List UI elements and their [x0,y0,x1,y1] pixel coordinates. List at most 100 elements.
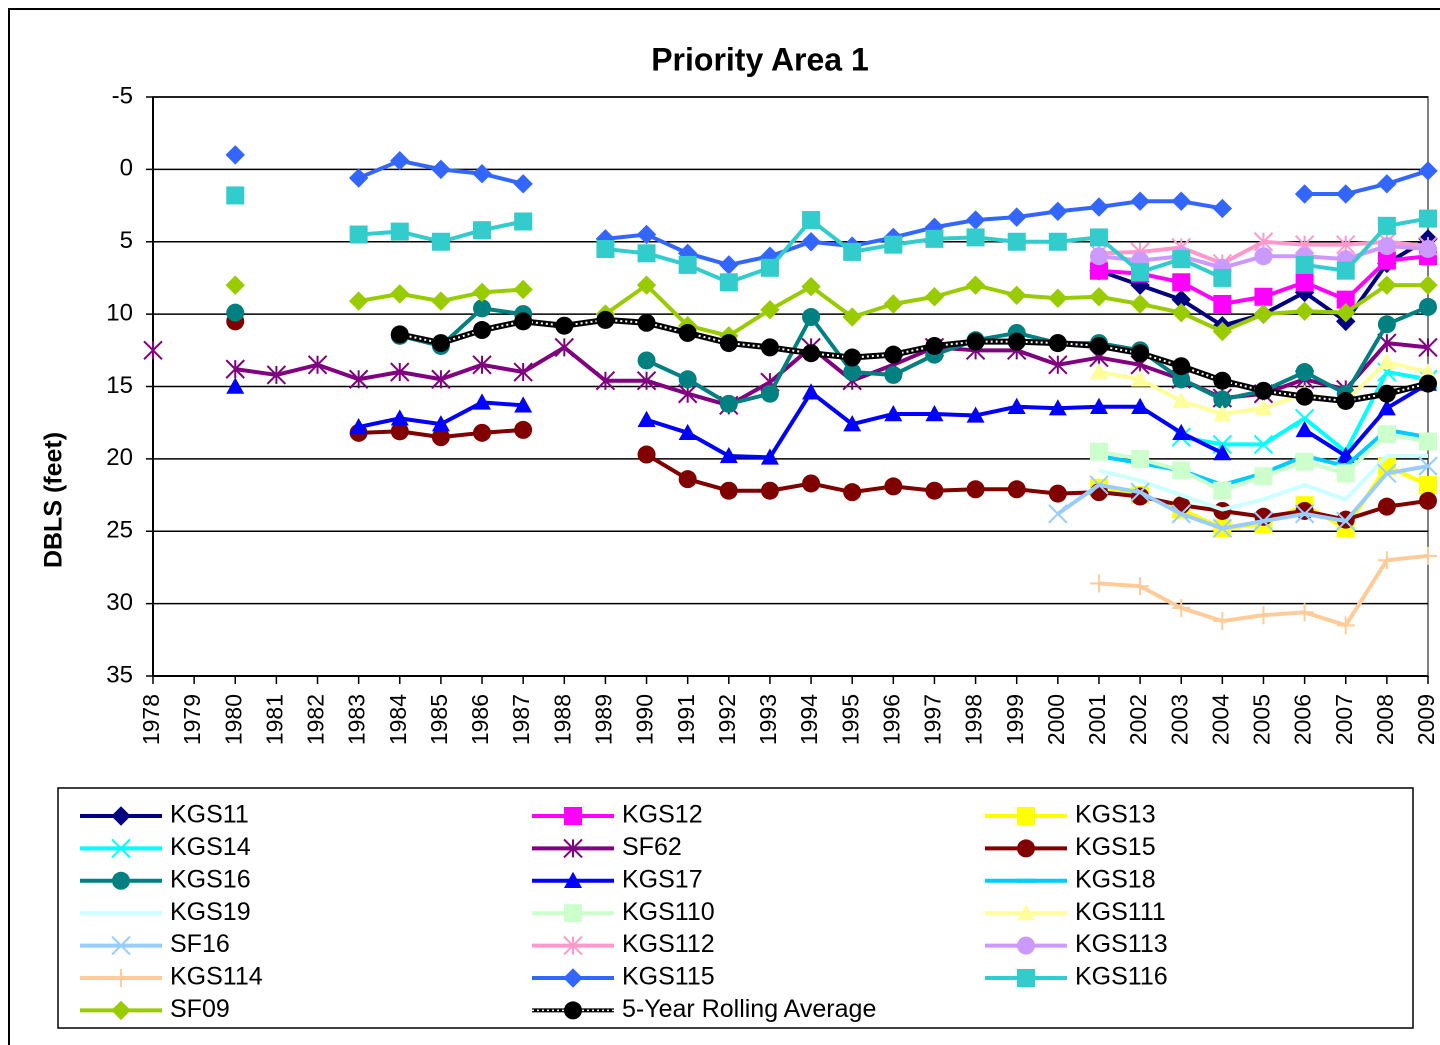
marker [1213,371,1232,390]
marker [1017,936,1035,955]
marker [1294,504,1315,524]
marker [1418,161,1438,181]
marker [596,239,615,258]
marker [1089,247,1108,266]
marker [226,186,245,205]
marker [1007,480,1026,499]
x-tick-label: 2002 [1125,694,1151,745]
marker [925,229,944,248]
marker [637,410,656,427]
marker [1419,297,1437,316]
marker [1336,464,1355,483]
marker [884,345,903,364]
marker [1172,423,1191,441]
x-tick-label: 1999 [1002,694,1028,745]
marker [1213,405,1232,422]
legend-label: KGS15 [1075,833,1156,861]
marker [1212,198,1233,219]
marker [1295,452,1314,471]
marker [1377,237,1396,256]
marker [1048,288,1068,308]
marker [1048,201,1068,222]
marker [554,337,574,358]
marker [473,393,492,410]
marker [636,275,657,295]
marker [1007,397,1026,414]
marker [719,394,738,413]
marker [843,348,862,367]
x-tick-label: 1994 [796,694,822,745]
marker [472,282,492,303]
marker [225,275,245,295]
marker [563,968,583,988]
x-tick-label: 1987 [508,694,534,745]
marker [226,303,245,322]
marker [1213,611,1232,630]
marker [1254,287,1273,306]
marker [636,371,657,391]
marker [472,355,492,375]
marker [760,300,780,320]
marker [678,255,697,274]
marker [1377,425,1396,444]
marker [802,344,821,363]
marker [1336,391,1355,410]
marker [431,159,451,180]
marker [473,321,492,340]
x-tick-label: 1988 [549,694,575,745]
marker [1213,268,1232,287]
marker [1294,301,1315,321]
marker [1213,481,1232,500]
marker [966,228,985,247]
x-tick-label: 2005 [1249,694,1275,745]
legend-label: KGS116 [1075,963,1168,991]
y-tick-label: 10 [106,299,133,326]
marker [1172,461,1191,480]
legend-label: KGS113 [1075,930,1168,958]
marker [266,365,287,385]
chart-title: Priority Area 1 [651,41,869,77]
marker [1377,384,1396,403]
x-tick-label: 2009 [1413,694,1439,745]
marker [431,415,450,432]
marker [966,406,985,423]
marker [1336,261,1355,280]
marker [1007,285,1027,306]
marker [1336,290,1355,309]
marker [1254,399,1273,416]
x-tick-label: 2008 [1372,694,1398,745]
marker [1172,357,1191,376]
marker [719,273,738,292]
x-tick-label: 2004 [1207,694,1233,745]
x-tick-label: 1983 [344,694,370,745]
marker [1418,275,1438,295]
marker [1377,275,1397,295]
marker [1007,207,1027,227]
marker [1089,197,1109,217]
marker [595,371,616,391]
marker [802,211,821,230]
marker [1377,551,1396,570]
marker [802,308,821,327]
marker [1419,363,1437,380]
marker [111,935,131,956]
marker [1377,315,1396,334]
marker [1336,302,1356,323]
marker [760,384,779,403]
marker [1295,501,1314,520]
marker [719,446,738,464]
marker [1048,504,1068,524]
x-tick-label: 1996 [878,694,904,745]
legend-label: KGS11 [170,801,249,829]
marker [514,212,533,231]
marker [514,312,533,331]
x-tick-label: 1997 [920,694,946,745]
marker [563,838,583,859]
marker [637,445,656,464]
marker [1295,603,1314,622]
marker [884,235,903,254]
marker [1419,209,1437,228]
marker [348,369,369,389]
marker [637,351,656,370]
legend-label: KGS110 [622,898,715,926]
